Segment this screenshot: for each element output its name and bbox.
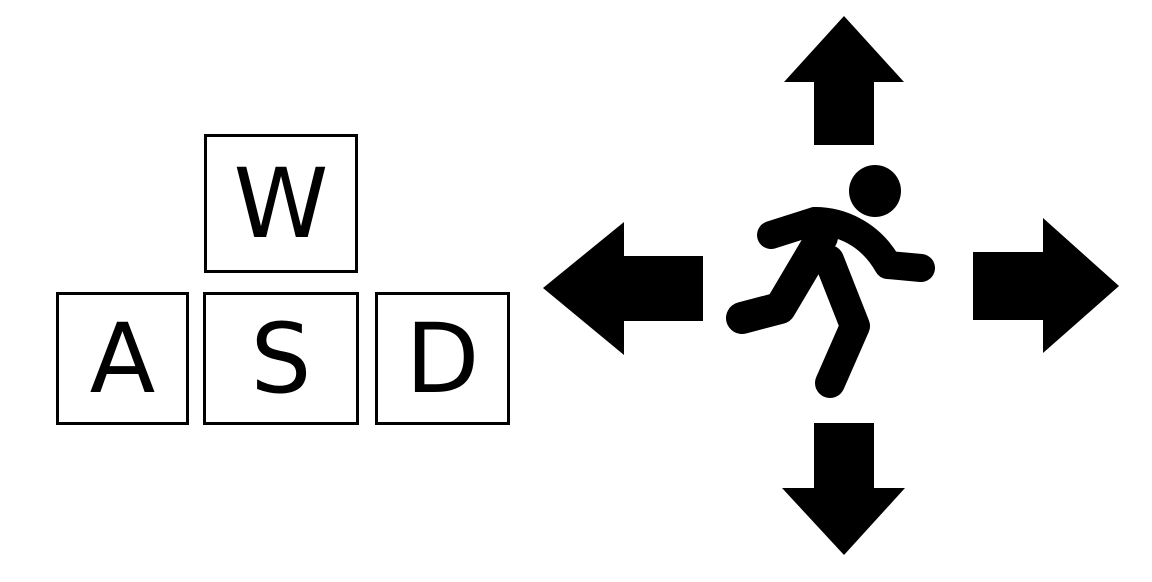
key-w-label: W <box>233 147 329 260</box>
key-s: S <box>203 292 359 425</box>
key-a: A <box>56 292 189 425</box>
key-a-label: A <box>89 302 156 415</box>
key-d: D <box>375 292 510 425</box>
arrow-down-icon <box>782 423 905 555</box>
arrow-right-icon <box>973 218 1119 353</box>
key-w: W <box>204 134 358 273</box>
key-s-label: S <box>250 302 312 415</box>
running-person-icon <box>726 165 935 398</box>
arrow-left-icon <box>543 222 703 355</box>
arrow-up-icon <box>784 16 904 145</box>
key-d-label: D <box>405 302 480 415</box>
